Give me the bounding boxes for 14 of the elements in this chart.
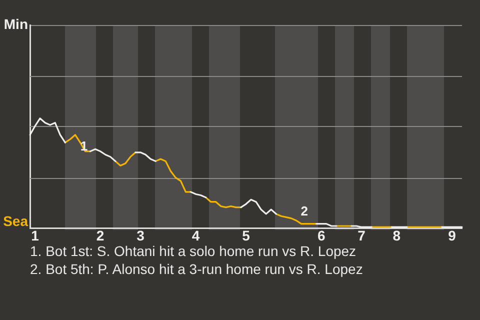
x-tick-label: 8 [392,227,401,244]
x-tick-label: 9 [448,227,456,244]
x-tick-label: 6 [317,227,326,244]
x-tick-label: 2 [96,227,104,244]
annotation: 2 [300,204,308,219]
x-tick-label: 4 [192,227,200,244]
x-tick-label: 7 [358,227,366,244]
x-tick-label: 3 [136,227,145,244]
text: Sea [3,213,28,230]
text: 1. Bot 1st: S. Ohtani hit a solo home run vs R. Lopez [30,242,358,260]
x-tick-label: 5 [242,227,250,244]
text: 2. Bot 5th: P. Alonso hit a 3-run home run vs R. Lopez [30,260,363,278]
x-tick-label: 1 [31,227,40,244]
text: Min [4,16,28,32]
